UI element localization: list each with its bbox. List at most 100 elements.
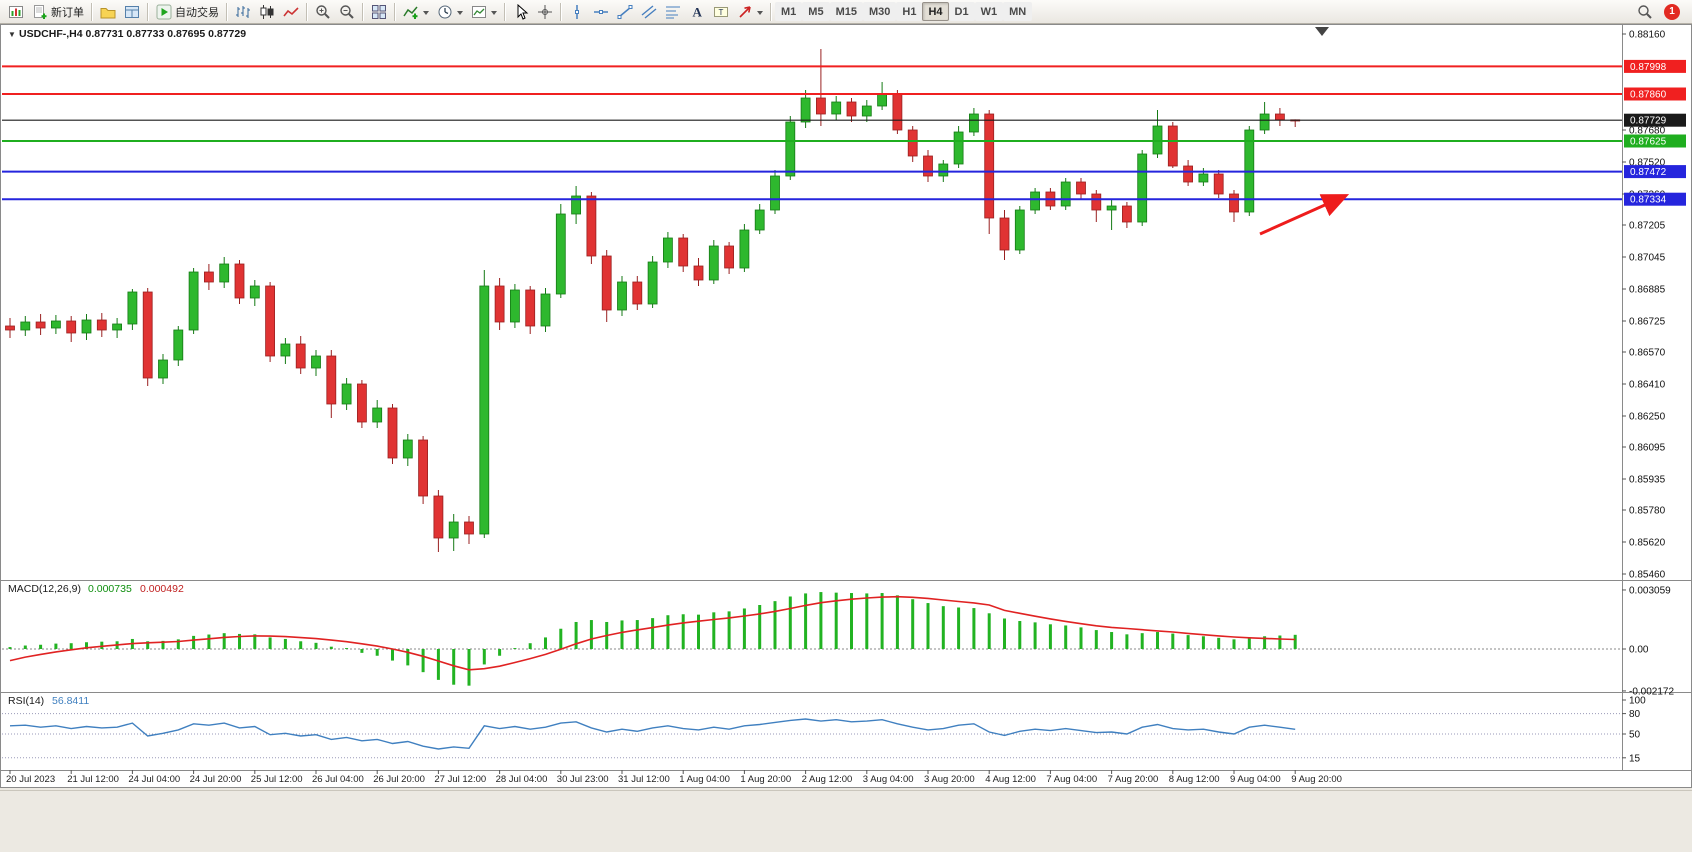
bear-candle [1275,113,1285,121]
bear-candle [142,291,153,379]
toolbar-separator [362,2,364,21]
text-button[interactable]: A [685,2,709,22]
timeframe-h1-button[interactable]: H1 [896,2,923,21]
chart-candles-button[interactable] [255,2,279,22]
rsi-value: 56.8411 [52,695,89,707]
auto-trading-button[interactable]: 自动交易 [152,2,223,22]
toolbar-right-group: 1 [1633,2,1688,22]
timeframe-m1-button[interactable]: M1 [775,2,803,21]
bear-candle [892,93,903,131]
price-axis[interactable] [1622,24,1692,770]
new-chart-button[interactable] [4,2,28,22]
macd-value-main: 0.000735 [88,583,132,595]
vertical-line-button[interactable] [565,2,589,22]
macd-axis-label: 0.003059 [1629,585,1671,596]
bear-candle [678,237,689,267]
bull-candle [861,105,872,117]
bear-candle [433,495,444,539]
zoom-in-icon [316,4,330,19]
bull-candle [188,271,199,331]
chart-background[interactable] [0,24,1692,788]
macd-signal-line [9,595,1296,671]
fibonacci-button[interactable] [661,2,685,22]
profiles-button[interactable] [96,2,120,22]
one-click-trading-toggle[interactable]: ▼ [8,30,16,39]
search-button[interactable] [1633,2,1657,22]
cursor-button[interactable] [509,2,533,22]
bear-candle [203,271,214,283]
bull-candle [953,131,964,165]
bull-candle [754,209,765,231]
timeframe-m15-button[interactable]: M15 [829,2,863,21]
templates-button[interactable] [467,2,501,22]
toolbar-separator [226,2,228,21]
label-icon: T [714,6,728,17]
indicators-icon [403,6,418,19]
horizontal-line-button[interactable] [589,2,613,22]
time-axis-label: 30 Jul 23:00 [557,774,609,785]
crosshair-button[interactable] [533,2,557,22]
text-label-button[interactable]: T [709,2,733,22]
tile-windows-button[interactable] [367,2,391,22]
bull-candle [509,289,520,323]
price-line-label-box [1624,134,1686,148]
price-axis-label: 0.87520 [1629,158,1666,169]
timeframe-m30-button[interactable]: M30 [862,2,897,21]
bear-candle [1122,205,1132,223]
time-axis[interactable] [0,770,1692,788]
toolbar-separator [770,2,772,21]
notification-badge[interactable]: 1 [1664,3,1680,20]
indicators-dropdown-arrow-icon[interactable] [423,10,429,18]
indicators-button[interactable] [399,2,433,22]
macd-value-signal: 0.000492 [140,583,184,595]
templates-dropdown-arrow-icon[interactable] [491,10,497,18]
arrow-annotation[interactable] [1259,194,1350,236]
bull-candle [770,175,780,211]
arrow-objects-button[interactable] [733,2,767,22]
bull-candle [1259,113,1270,131]
chart-shift-marker[interactable] [1315,27,1329,36]
zoom-in-button[interactable] [311,2,335,22]
main-toolbar: 新订单 自动交易 A T M1 M5 M15 M30 H1 H4 D1 W1 MN 1 [0,0,1692,24]
bear-candle [724,245,734,269]
arrow-objects-dropdown-arrow-icon[interactable] [757,10,763,18]
toolbar-separator [91,2,93,21]
time-axis-label: 8 Aug 12:00 [1169,774,1220,785]
data-window-button[interactable] [120,2,144,22]
candles-icon [260,4,274,19]
bear-candle [1076,181,1086,195]
periods-dropdown-arrow-icon[interactable] [457,10,463,18]
rsi-axis-label: 15 [1629,753,1641,764]
toolbar-separator [394,2,396,21]
profiles-icon [100,7,116,18]
equidistant-channel-button[interactable] [637,2,661,22]
bear-candle [693,265,704,281]
chart-line-button[interactable] [279,2,303,22]
timeframe-mn-button[interactable]: MN [1003,2,1033,21]
trendline-button[interactable] [613,2,637,22]
bear-candle [923,155,933,177]
price-axis-label: 0.86410 [1629,380,1666,391]
bear-candle [265,285,276,357]
auto-trading-label: 自动交易 [175,6,219,19]
timeframe-w1-button[interactable]: W1 [974,2,1004,21]
new-order-button[interactable]: 新订单 [28,2,88,22]
periods-button[interactable] [433,2,467,22]
macd-axis-label: -0.002172 [1629,686,1674,697]
bull-candle [20,321,31,331]
price-line-label: 0.87729 [1630,116,1667,127]
status-bar [0,790,1692,852]
bear-candle [984,113,995,219]
rsi-axis-label: 50 [1629,730,1641,741]
timeframe-m5-button[interactable]: M5 [802,2,830,21]
bear-candle [1213,173,1224,195]
time-axis-label: 31 Jul 12:00 [618,774,670,785]
timeframe-d1-button[interactable]: D1 [948,2,975,21]
zoom-out-button[interactable] [335,2,359,22]
price-line-label-box [1624,113,1686,127]
bull-candle [1060,181,1071,207]
bear-candle [601,255,612,311]
bull-candle [540,293,551,327]
timeframe-h4-button[interactable]: H4 [922,2,949,21]
chart-bars-button[interactable] [231,2,255,22]
